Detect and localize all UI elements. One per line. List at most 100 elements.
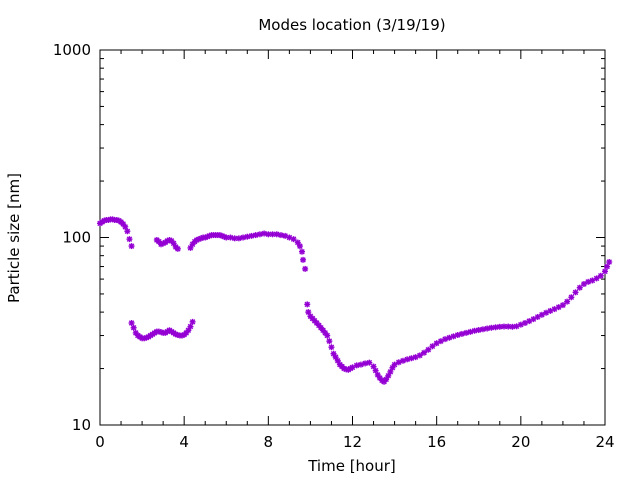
data-point <box>551 306 558 313</box>
marker-stroke <box>471 328 478 334</box>
marker-stroke <box>274 231 280 238</box>
data-point <box>425 346 432 353</box>
marker-stroke <box>286 234 293 241</box>
marker-stroke <box>372 367 379 374</box>
data-point <box>324 332 331 339</box>
marker-stroke <box>322 330 328 336</box>
marker-stroke <box>593 275 600 282</box>
data-point <box>174 245 181 252</box>
data-point <box>391 361 398 368</box>
marker-stroke <box>120 221 126 227</box>
data-point <box>353 362 360 369</box>
data-point <box>404 356 411 363</box>
data-point <box>223 234 230 241</box>
x-tick-label: 12 <box>343 433 362 451</box>
data-point <box>330 350 337 357</box>
marker-stroke <box>257 231 263 238</box>
marker-stroke <box>316 322 322 329</box>
tick-labels: 0 4 8 12 16 20 24 10 100 1000 <box>53 41 615 451</box>
data-point <box>126 236 133 243</box>
marker-stroke <box>330 350 337 357</box>
marker-stroke <box>480 326 486 333</box>
x-tick-label: 24 <box>595 433 614 451</box>
data-point <box>189 318 196 325</box>
marker-stroke <box>223 234 229 241</box>
marker-stroke <box>231 235 238 242</box>
marker-stroke <box>130 325 137 331</box>
data-point <box>231 235 238 242</box>
y-axis-label: Particle size [nm] <box>5 173 23 303</box>
marker-stroke <box>290 236 297 242</box>
data-point <box>269 231 276 238</box>
marker-stroke <box>278 232 284 238</box>
data-points <box>97 216 613 385</box>
data-point <box>606 259 613 266</box>
marker-stroke <box>300 257 306 263</box>
data-point <box>128 243 135 250</box>
data-point <box>299 248 305 255</box>
marker-stroke <box>417 352 423 359</box>
marker-stroke <box>297 243 303 249</box>
data-point <box>484 325 491 332</box>
marker-stroke <box>265 231 272 238</box>
data-point <box>593 275 600 282</box>
data-point <box>235 235 242 242</box>
marker-stroke <box>497 324 503 330</box>
data-point <box>479 326 486 333</box>
marker-stroke <box>604 263 610 270</box>
marker-stroke <box>326 338 333 344</box>
data-point <box>290 236 297 243</box>
marker-stroke <box>170 240 177 247</box>
marker-stroke <box>305 309 312 315</box>
data-point <box>362 360 369 367</box>
y-tick-label: 1000 <box>53 41 91 59</box>
marker-stroke <box>128 320 135 326</box>
marker-stroke <box>304 301 311 308</box>
data-point <box>326 338 333 345</box>
marker-stroke <box>509 324 516 330</box>
data-point <box>128 319 135 326</box>
marker-stroke <box>252 232 259 238</box>
marker-stroke <box>133 330 139 336</box>
x-tick-label: 0 <box>95 433 105 451</box>
data-point <box>328 344 335 351</box>
marker-stroke <box>501 323 507 330</box>
marker-stroke <box>362 360 368 367</box>
marker-stroke <box>295 239 301 246</box>
data-point <box>296 243 303 250</box>
marker-stroke <box>328 344 335 350</box>
data-point <box>366 359 373 366</box>
marker-stroke <box>606 259 612 265</box>
marker-stroke <box>577 284 583 291</box>
data-point <box>454 331 461 338</box>
data-point <box>467 328 474 335</box>
marker-stroke <box>156 238 162 245</box>
x-axis-label: Time [hour] <box>307 457 396 475</box>
marker-stroke <box>602 268 608 275</box>
data-point <box>421 349 428 356</box>
marker-stroke <box>391 361 398 368</box>
data-point <box>463 329 470 336</box>
data-point <box>302 265 309 272</box>
marker-stroke <box>175 246 181 252</box>
data-point <box>334 357 341 364</box>
marker-stroke <box>492 324 499 331</box>
data-point <box>124 228 131 235</box>
marker-stroke <box>353 362 360 369</box>
marker-stroke <box>128 243 135 249</box>
marker-stroke <box>370 363 377 370</box>
data-point <box>300 256 307 263</box>
data-point <box>538 311 545 318</box>
data-point <box>471 327 478 334</box>
marker-stroke <box>429 343 436 350</box>
marker-stroke <box>476 327 482 333</box>
data-point <box>564 298 571 305</box>
data-point <box>187 323 194 330</box>
data-point <box>273 231 280 238</box>
data-point <box>261 230 268 237</box>
marker-stroke <box>488 325 495 331</box>
y-tick-label: 100 <box>62 229 91 247</box>
data-point <box>572 289 579 296</box>
marker-stroke <box>421 349 427 356</box>
